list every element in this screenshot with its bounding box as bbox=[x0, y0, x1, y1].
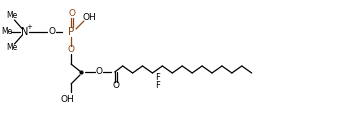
Text: F: F bbox=[155, 82, 160, 91]
Text: O: O bbox=[68, 45, 75, 55]
Text: P: P bbox=[68, 27, 74, 37]
Text: O: O bbox=[112, 82, 119, 91]
Text: N: N bbox=[21, 27, 28, 37]
Text: F: F bbox=[155, 74, 160, 82]
Text: O: O bbox=[68, 10, 75, 18]
Text: Me: Me bbox=[6, 12, 17, 20]
Text: OH: OH bbox=[60, 94, 74, 104]
Text: O: O bbox=[95, 67, 102, 77]
Text: Me: Me bbox=[1, 27, 12, 37]
Text: O: O bbox=[48, 27, 56, 37]
Text: +: + bbox=[27, 24, 32, 30]
Text: Me: Me bbox=[6, 44, 17, 52]
Text: OH: OH bbox=[82, 13, 96, 22]
